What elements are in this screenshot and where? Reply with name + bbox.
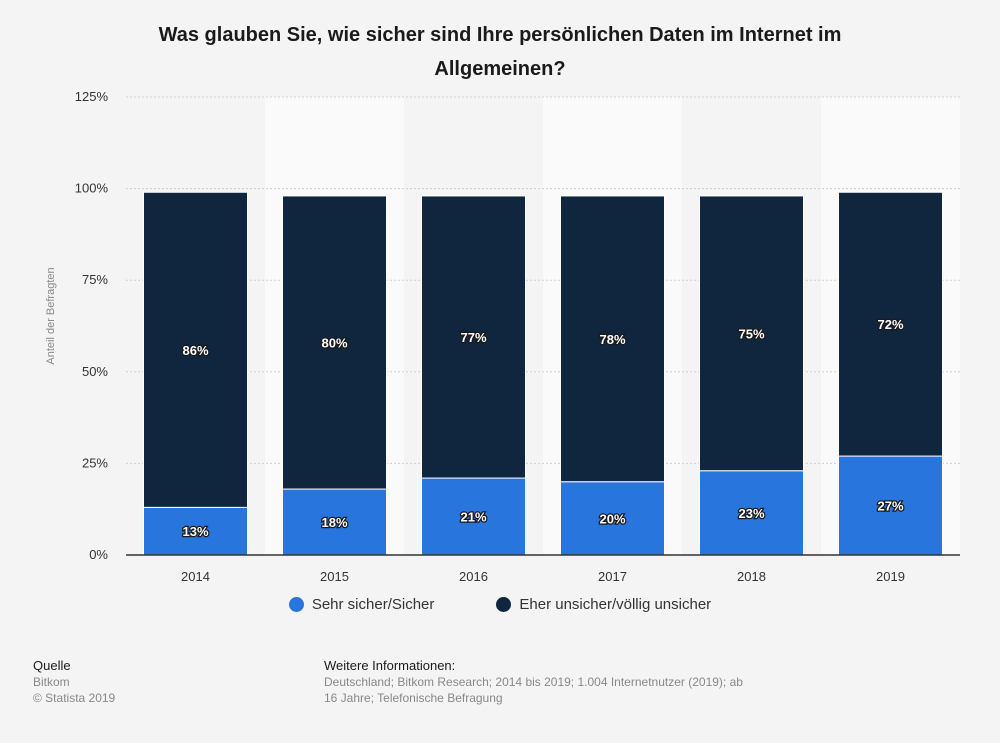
y-tick-label: 75% [82, 272, 108, 287]
source-link[interactable]: Bitkom [33, 675, 70, 689]
data-label-unsicher-2019: 72% [877, 317, 903, 332]
legend-label-sicher: Sehr sicher/Sicher [311, 596, 435, 613]
gridlines [126, 96, 960, 464]
legend-swatch-sicher [288, 597, 304, 612]
data-label-sicher-2017: 20% [599, 511, 625, 526]
x-tick-label: 2015 [320, 569, 349, 584]
legend-swatch-unsicher [496, 597, 512, 612]
y-axis-ticks: 0% 25% 50% 75% 100% 125% [75, 89, 109, 562]
data-label-unsicher-2016: 77% [460, 330, 486, 345]
legend-label-unsicher: Eher unsicher/völlig unsicher [519, 596, 712, 613]
bar-unsicher-2019[interactable] [838, 191, 943, 457]
bars: 13% 86% 18% 80% 21% 77% 20% 78% 23% 75% 27% 72% [143, 191, 943, 556]
bar-sicher-2016[interactable] [421, 477, 526, 556]
legend-item-unsicher[interactable]: Eher unsicher/völlig unsicher [456, 596, 711, 613]
copyright-link[interactable]: © Statista 2019 [33, 691, 116, 705]
data-label-sicher-2016: 21% [460, 510, 486, 525]
bar-sicher-2017[interactable] [560, 481, 665, 556]
bar-unsicher-2018[interactable] [699, 195, 804, 472]
bar-sicher-2014[interactable] [143, 506, 248, 556]
y-tick-label: 125% [75, 89, 109, 104]
bar-sicher-2018[interactable] [699, 470, 804, 556]
info-text: Deutschland; Bitkom Research; 2014 bis 2… [324, 675, 743, 705]
y-tick-label: 0% [89, 547, 108, 562]
x-tick-label: 2014 [181, 569, 210, 584]
y-tick-label: 25% [82, 455, 108, 470]
data-label-sicher-2015: 18% [321, 515, 347, 530]
data-label-sicher-2019: 27% [877, 499, 903, 514]
data-label-unsicher-2017: 78% [599, 332, 625, 347]
x-tick-label: 2017 [598, 569, 627, 584]
bar-unsicher-2014[interactable] [143, 191, 248, 508]
data-label-sicher-2018: 23% [738, 506, 764, 521]
x-tick-label: 2019 [876, 569, 905, 584]
bar-unsicher-2017[interactable] [560, 195, 665, 483]
bar-sicher-2015[interactable] [282, 488, 387, 556]
legend: Sehr sicher/Sicher Eher unsicher/völlig … [0, 596, 1000, 613]
y-tick-label: 100% [75, 181, 109, 196]
x-tick-label: 2016 [459, 569, 488, 584]
y-tick-label: 50% [82, 364, 108, 379]
x-axis-ticks: 2014 2015 2016 2017 2018 2019 [181, 569, 905, 584]
x-tick-label: 2018 [737, 569, 766, 584]
data-label-unsicher-2015: 80% [321, 335, 347, 350]
y-axis-label: Anteil der Befragten [45, 267, 57, 364]
alternating-bands [126, 97, 960, 555]
bar-unsicher-2016[interactable] [421, 195, 526, 479]
legend-item-sicher[interactable]: Sehr sicher/Sicher [288, 596, 435, 613]
bar-unsicher-2015[interactable] [282, 195, 387, 490]
bar-sicher-2019[interactable] [838, 455, 943, 556]
data-label-unsicher-2014: 86% [182, 343, 208, 358]
data-label-unsicher-2018: 75% [738, 326, 764, 341]
info-heading: Weitere Informationen: [324, 658, 456, 673]
chart-title: Was glauben Sie, wie sicher sind Ihre pe… [158, 24, 842, 80]
source-heading: Quelle [33, 658, 71, 673]
footer-source: Quelle Bitkom © Statista 2019 [33, 658, 115, 706]
footer-info: Weitere Informationen: Deutschland; Bitk… [324, 658, 744, 706]
data-label-sicher-2014: 13% [182, 524, 208, 539]
